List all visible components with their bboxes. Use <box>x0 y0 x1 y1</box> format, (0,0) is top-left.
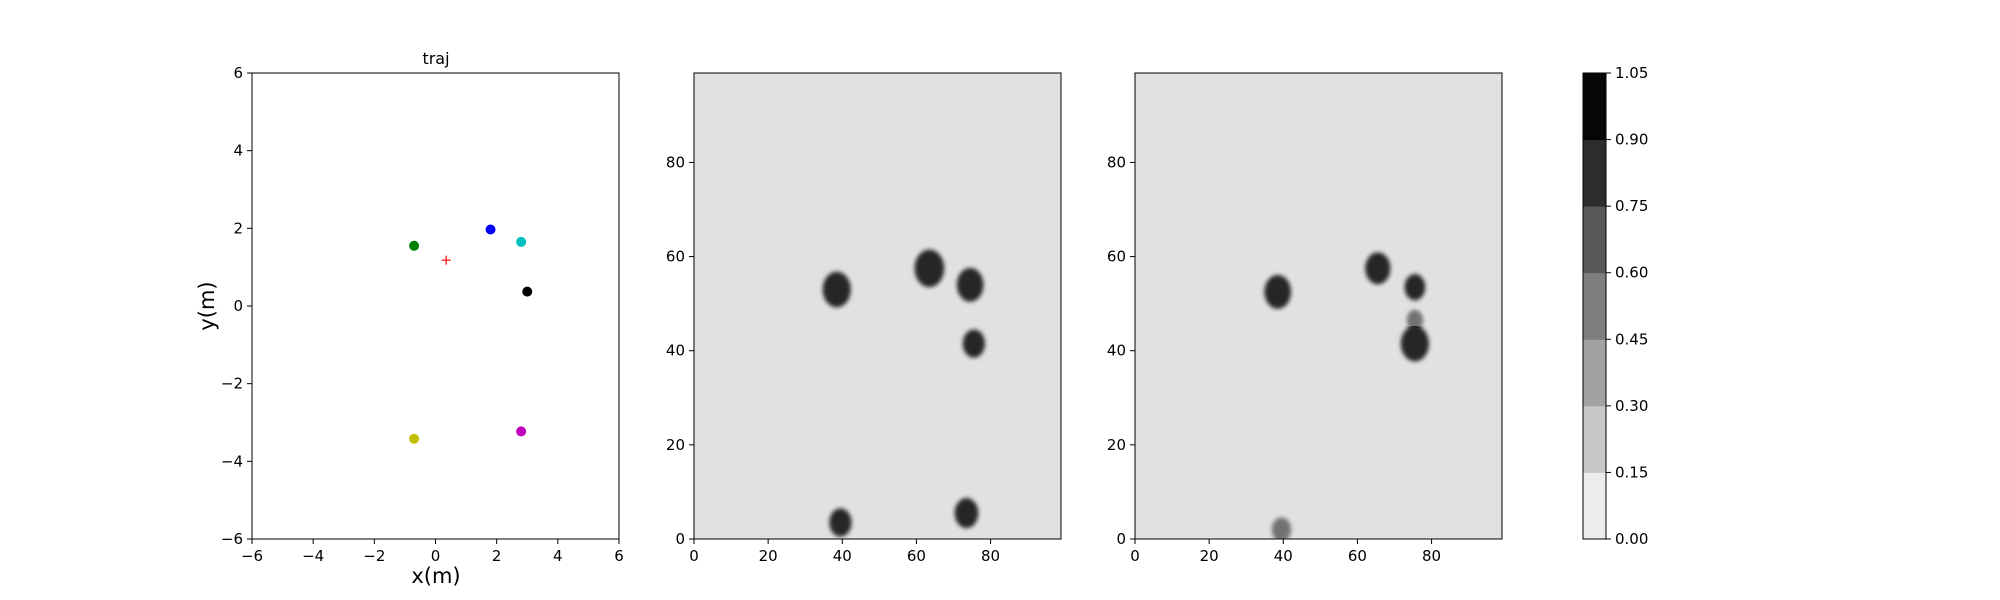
map1-xtick-label: 0 <box>689 547 699 565</box>
map1-obstacle <box>822 271 851 308</box>
traj-ytick-label: 6 <box>233 64 243 82</box>
colorbar-band <box>1583 272 1606 340</box>
colorbar: 0.00 0.15 0.30 0.45 0.60 0.75 0.90 1.05 <box>1582 64 1648 548</box>
map2-obstacle <box>1400 325 1429 362</box>
map-panel-2: 0 20 40 60 80 0 20 40 60 80 <box>1107 72 1503 565</box>
colorbar-tick-label: 0.45 <box>1615 330 1648 348</box>
map1-xtick-label: 60 <box>907 547 926 565</box>
colorbar-bands <box>1583 73 1606 540</box>
map1-background <box>694 73 1061 539</box>
traj-ytick-label: 2 <box>233 219 243 237</box>
traj-y-ticks: −6 −4 −2 0 2 4 6 <box>221 64 252 548</box>
map1-obstacle <box>962 329 986 358</box>
traj-points <box>409 224 533 444</box>
colorbar-frame <box>1582 72 1607 540</box>
map2-obstacle <box>1404 273 1426 301</box>
map1-ytick-label: 80 <box>666 153 685 171</box>
colorbar-band <box>1583 405 1606 473</box>
map2-obstacle <box>1264 274 1292 309</box>
map1-xtick-label: 40 <box>833 547 852 565</box>
colorbar-band <box>1583 339 1606 407</box>
map1-ytick-label: 20 <box>666 436 685 454</box>
traj-ylabel: y(m) <box>195 281 219 330</box>
map1-obstacle <box>914 249 945 288</box>
traj-xlabel: x(m) <box>411 564 460 588</box>
colorbar-tick-label: 1.05 <box>1615 64 1648 82</box>
traj-xtick-label: −6 <box>241 547 263 565</box>
map1-obstacle <box>954 498 979 529</box>
traj-point <box>409 433 420 444</box>
map2-frame <box>1134 72 1503 540</box>
traj-goal-marker <box>441 255 451 265</box>
map2-ytick-label: 80 <box>1107 153 1126 171</box>
map2-xtick-label: 20 <box>1200 547 1219 565</box>
map2-obstacle <box>1365 252 1391 285</box>
traj-xtick-label: −4 <box>302 547 324 565</box>
traj-ytick-label: −6 <box>221 530 243 548</box>
traj-ytick-label: −2 <box>221 375 243 393</box>
traj-panel: traj −6 −4 −2 0 2 4 6 −6 −4 −2 0 2 4 6 x(m) y(m) <box>195 49 624 588</box>
map1-ytick-label: 40 <box>666 342 685 360</box>
map1-y-ticks: 0 20 40 60 80 <box>666 153 694 548</box>
map1-xtick-label: 20 <box>759 547 778 565</box>
colorbar-tick-label: 0.15 <box>1615 463 1648 481</box>
colorbar-band <box>1583 206 1606 274</box>
colorbar-tick-label: 0.30 <box>1615 397 1648 415</box>
map1-obstacle <box>956 267 984 302</box>
map2-blobs <box>1264 252 1429 539</box>
traj-x-ticks: −6 −4 −2 0 2 4 6 <box>241 539 624 565</box>
colorbar-tick-label: 0.00 <box>1615 530 1648 548</box>
map1-x-ticks: 0 20 40 60 80 <box>689 539 1000 565</box>
map1-frame <box>693 72 1062 540</box>
map2-ytick-label: 0 <box>1116 530 1126 548</box>
map2-ytick-label: 40 <box>1107 342 1126 360</box>
traj-point <box>516 236 527 247</box>
traj-ytick-label: 4 <box>233 142 243 160</box>
colorbar-tick-label: 0.75 <box>1615 197 1648 215</box>
map1-ytick-label: 60 <box>666 248 685 266</box>
traj-xtick-label: 2 <box>492 547 502 565</box>
map1-blobs <box>822 249 986 537</box>
colorbar-tick-label: 0.90 <box>1615 131 1648 149</box>
map2-ytick-label: 20 <box>1107 436 1126 454</box>
map2-x-ticks: 0 20 40 60 80 <box>1130 539 1441 565</box>
map2-xtick-label: 80 <box>1422 547 1441 565</box>
traj-xtick-label: 6 <box>614 547 624 565</box>
traj-point <box>522 286 533 297</box>
colorbar-ticks: 0.00 0.15 0.30 0.45 0.60 0.75 0.90 1.05 <box>1606 64 1648 548</box>
map2-xtick-label: 60 <box>1348 547 1367 565</box>
traj-xtick-label: 4 <box>553 547 563 565</box>
map2-obstacle <box>1406 309 1424 331</box>
traj-ytick-label: −4 <box>221 452 243 470</box>
map1-obstacle <box>829 508 852 537</box>
traj-title: traj <box>422 49 449 68</box>
map2-ytick-label: 60 <box>1107 248 1126 266</box>
traj-point <box>516 426 527 437</box>
traj-xtick-label: −2 <box>363 547 385 565</box>
traj-xtick-label: 0 <box>431 547 441 565</box>
colorbar-band <box>1583 139 1606 207</box>
map1-xtick-label: 80 <box>981 547 1000 565</box>
map2-background <box>1135 73 1502 539</box>
traj-point <box>485 224 496 235</box>
colorbar-band <box>1583 472 1606 540</box>
colorbar-band <box>1583 73 1606 141</box>
traj-ytick-label: 0 <box>233 297 243 315</box>
map2-xtick-label: 0 <box>1130 547 1140 565</box>
map2-obstacle <box>1271 517 1292 539</box>
traj-point <box>409 240 420 251</box>
map1-ytick-label: 0 <box>675 530 685 548</box>
traj-frame <box>251 72 620 540</box>
map2-xtick-label: 40 <box>1274 547 1293 565</box>
map-panel-1: 0 20 40 60 80 0 20 40 60 80 <box>666 72 1062 565</box>
map2-y-ticks: 0 20 40 60 80 <box>1107 153 1135 548</box>
colorbar-tick-label: 0.60 <box>1615 264 1648 282</box>
